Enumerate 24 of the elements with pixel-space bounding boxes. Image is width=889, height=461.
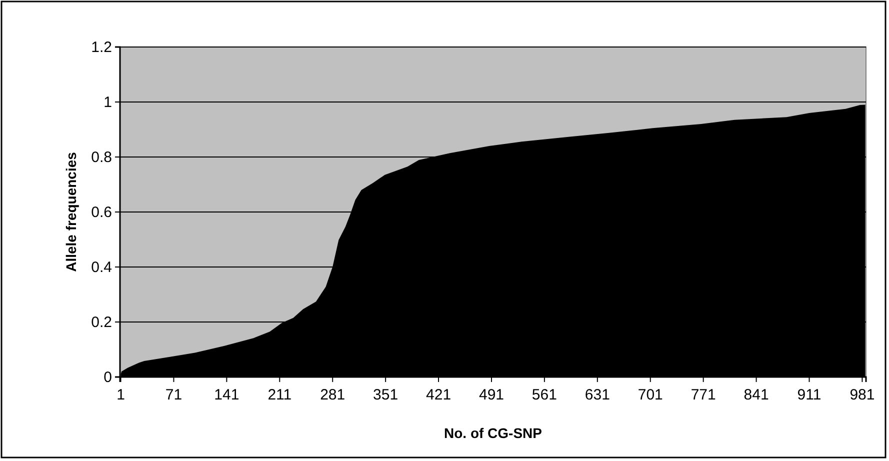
x-tick-label: 631 <box>584 386 610 404</box>
x-tick-label: 211 <box>268 386 292 404</box>
x-tick-label: 1 <box>116 386 125 404</box>
x-tick-label: 141 <box>214 386 240 404</box>
x-tick-label: 701 <box>638 386 663 404</box>
x-axis-title: No. of CG-SNP <box>444 425 542 441</box>
x-tick-label: 841 <box>744 386 769 404</box>
x-tick-label: 981 <box>850 386 875 404</box>
x-tick-label: 71 <box>165 386 182 404</box>
y-tick-label: 0 <box>104 368 112 386</box>
x-tick-label: 561 <box>532 386 557 404</box>
y-tick-label: 0.6 <box>91 204 112 221</box>
x-tick-label: 281 <box>320 386 346 404</box>
x-tick-label: 421 <box>426 386 452 404</box>
y-tick-label: 0.2 <box>91 314 112 331</box>
x-tick-label: 771 <box>690 386 716 404</box>
x-tick-label: 911 <box>797 386 822 404</box>
x-tick-label: 491 <box>478 386 504 404</box>
y-tick-label: 1.2 <box>91 38 112 56</box>
y-tick-label: 1 <box>104 94 112 111</box>
y-axis-title: Allele frequencies <box>63 152 79 272</box>
x-tick-label: 351 <box>373 386 398 404</box>
y-tick-label: 0.8 <box>91 148 112 166</box>
y-tick-label: 0.4 <box>91 258 112 276</box>
